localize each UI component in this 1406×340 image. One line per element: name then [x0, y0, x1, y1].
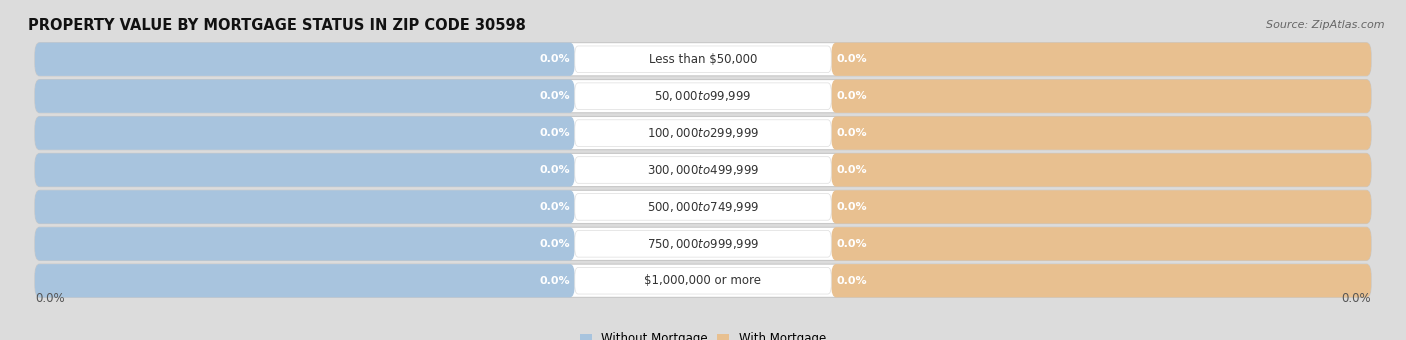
Text: 0.0%: 0.0%: [540, 202, 569, 212]
FancyBboxPatch shape: [35, 80, 1371, 113]
FancyBboxPatch shape: [35, 153, 1371, 187]
Text: $300,000 to $499,999: $300,000 to $499,999: [647, 163, 759, 177]
Text: 0.0%: 0.0%: [540, 91, 569, 101]
Text: $50,000 to $99,999: $50,000 to $99,999: [654, 89, 752, 103]
Text: 0.0%: 0.0%: [540, 165, 569, 175]
FancyBboxPatch shape: [575, 231, 831, 257]
FancyBboxPatch shape: [575, 83, 831, 109]
FancyBboxPatch shape: [575, 157, 831, 183]
Text: 0.0%: 0.0%: [837, 91, 866, 101]
Text: 0.0%: 0.0%: [837, 54, 866, 64]
Text: Source: ZipAtlas.com: Source: ZipAtlas.com: [1267, 20, 1385, 30]
FancyBboxPatch shape: [831, 190, 1371, 223]
Text: 0.0%: 0.0%: [837, 239, 866, 249]
FancyBboxPatch shape: [35, 42, 575, 76]
Text: 0.0%: 0.0%: [540, 54, 569, 64]
Text: 0.0%: 0.0%: [540, 128, 569, 138]
FancyBboxPatch shape: [35, 227, 1371, 260]
FancyBboxPatch shape: [575, 268, 831, 294]
Text: $1,000,000 or more: $1,000,000 or more: [644, 274, 762, 287]
Text: 0.0%: 0.0%: [1341, 292, 1371, 305]
FancyBboxPatch shape: [831, 227, 1371, 260]
Text: 0.0%: 0.0%: [35, 292, 65, 305]
FancyBboxPatch shape: [35, 117, 1371, 150]
FancyBboxPatch shape: [575, 46, 831, 72]
FancyBboxPatch shape: [575, 193, 831, 220]
FancyBboxPatch shape: [831, 80, 1371, 113]
FancyBboxPatch shape: [35, 80, 575, 113]
Text: $500,000 to $749,999: $500,000 to $749,999: [647, 200, 759, 214]
Text: 0.0%: 0.0%: [837, 276, 866, 286]
Text: 0.0%: 0.0%: [837, 202, 866, 212]
FancyBboxPatch shape: [575, 120, 831, 147]
Text: 0.0%: 0.0%: [540, 276, 569, 286]
Legend: Without Mortgage, With Mortgage: Without Mortgage, With Mortgage: [575, 328, 831, 340]
Text: $750,000 to $999,999: $750,000 to $999,999: [647, 237, 759, 251]
Text: $100,000 to $299,999: $100,000 to $299,999: [647, 126, 759, 140]
FancyBboxPatch shape: [35, 190, 1371, 223]
FancyBboxPatch shape: [35, 117, 575, 150]
FancyBboxPatch shape: [35, 264, 1371, 298]
FancyBboxPatch shape: [35, 42, 1371, 76]
Text: PROPERTY VALUE BY MORTGAGE STATUS IN ZIP CODE 30598: PROPERTY VALUE BY MORTGAGE STATUS IN ZIP…: [28, 18, 526, 33]
FancyBboxPatch shape: [831, 264, 1371, 298]
FancyBboxPatch shape: [35, 153, 575, 187]
FancyBboxPatch shape: [831, 153, 1371, 187]
Text: 0.0%: 0.0%: [837, 165, 866, 175]
Text: 0.0%: 0.0%: [837, 128, 866, 138]
Text: Less than $50,000: Less than $50,000: [648, 53, 758, 66]
Text: 0.0%: 0.0%: [540, 239, 569, 249]
FancyBboxPatch shape: [831, 42, 1371, 76]
FancyBboxPatch shape: [35, 227, 575, 260]
FancyBboxPatch shape: [35, 264, 575, 298]
FancyBboxPatch shape: [831, 117, 1371, 150]
FancyBboxPatch shape: [35, 190, 575, 223]
